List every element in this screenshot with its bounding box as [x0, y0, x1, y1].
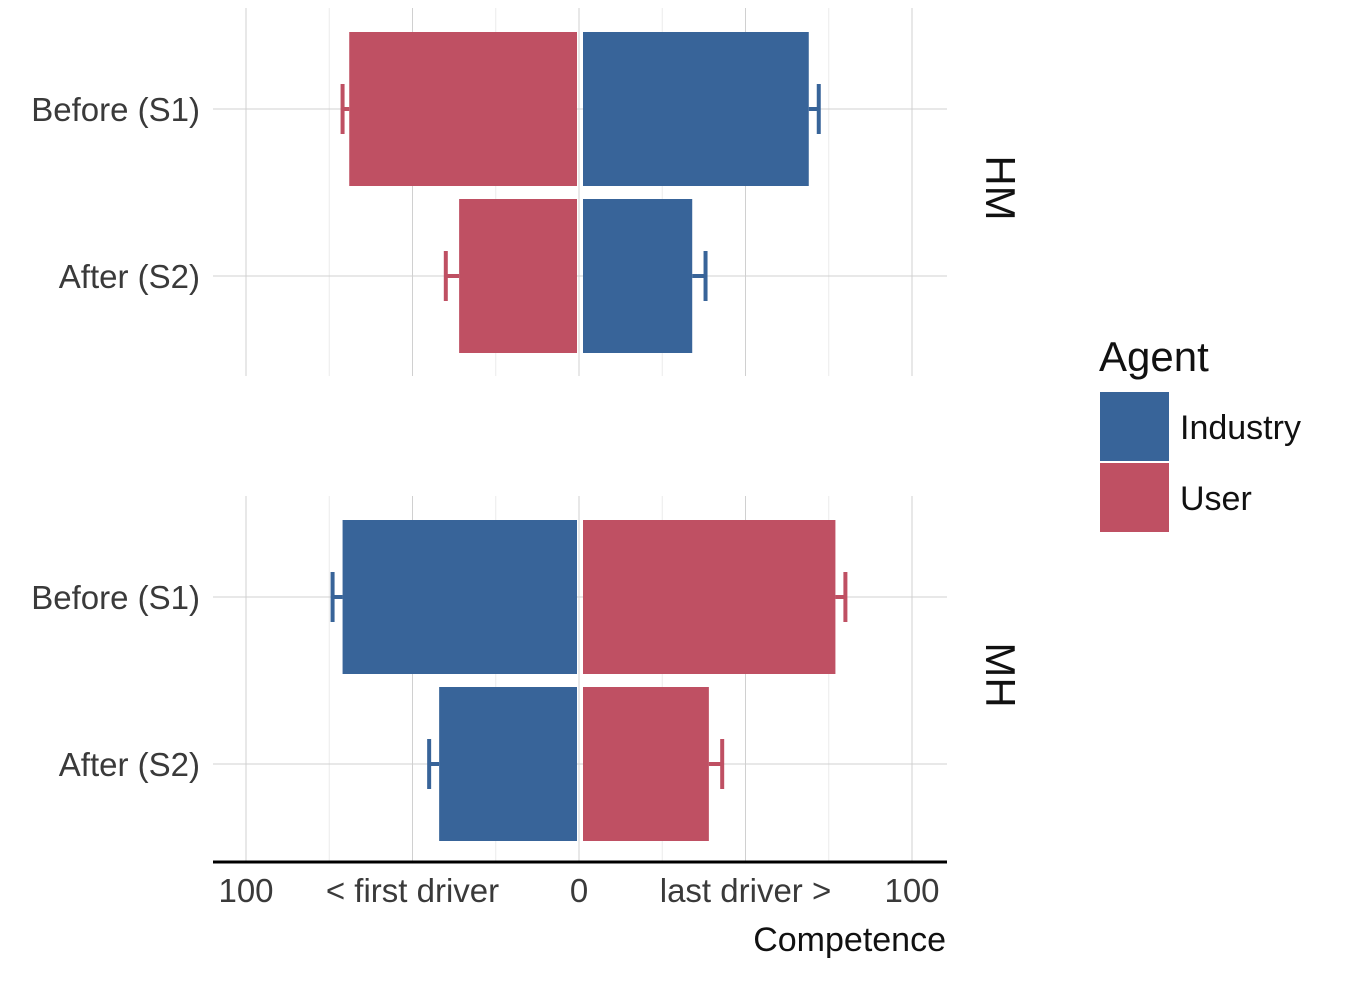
legend-label: Industry: [1180, 409, 1301, 447]
x-tick-label: 100: [884, 872, 939, 909]
y-tick-label: After (S2): [59, 258, 200, 295]
bar-industry: [583, 199, 693, 353]
bar-industry: [342, 520, 577, 674]
legend-label: User: [1180, 480, 1252, 518]
facet-strip-label: HM: [977, 155, 1024, 220]
bar-user: [583, 687, 709, 841]
bar-industry: [439, 687, 577, 841]
y-tick-label: After (S2): [59, 746, 200, 783]
x-tick-label: 0: [570, 872, 588, 909]
legend-title: Agent: [1099, 333, 1209, 380]
y-tick-label: Before (S1): [31, 579, 200, 616]
legend-key-user: [1098, 461, 1171, 534]
legend-key-industry: [1098, 390, 1171, 463]
bar-user: [583, 520, 836, 674]
y-tick-label: Before (S1): [31, 91, 200, 128]
bar-industry: [583, 32, 809, 186]
x-tick-label: 100: [218, 872, 273, 909]
x-axis-title: Competence: [753, 921, 946, 959]
facet-strip-label: MH: [977, 642, 1024, 707]
bar-user: [349, 32, 577, 186]
bar-user: [459, 199, 577, 353]
x-tick-label: last driver >: [660, 872, 831, 909]
x-tick-label: < first driver: [326, 872, 499, 909]
